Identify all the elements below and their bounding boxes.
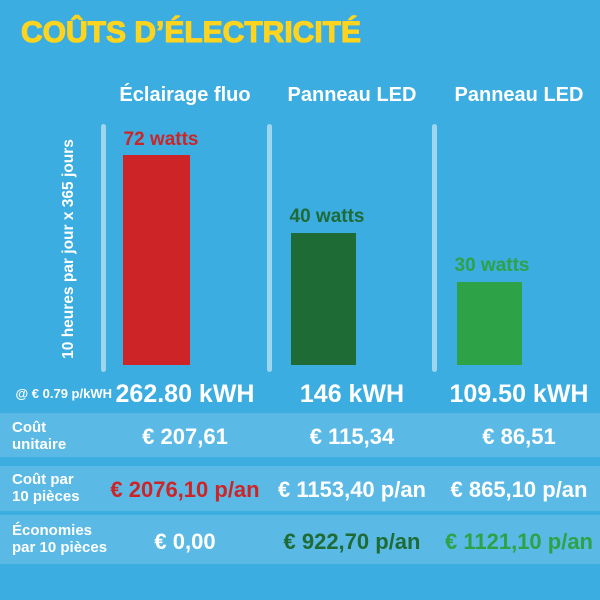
cost-per-10-led-40: € 1153,40 p/an [278,477,426,502]
column-divider-line [101,124,106,372]
y-axis-label: 10 heures par jour x 365 jours [60,139,77,359]
column-header-fluo: Éclairage fluo [119,84,251,106]
savings-per-10-fluo: € 0,00 [154,529,216,554]
row-band-cost-per-10 [0,466,600,511]
column-divider-line [267,124,272,372]
row-band-unit-cost [0,413,600,457]
unit-cost-led-40: € 115,34 [309,424,395,449]
bar-value-label-led-40: 40 watts [289,206,365,227]
row-label-unit-cost: Coût unitaire [12,419,66,453]
cost-per-10-led-30: € 865,10 p/an [450,477,588,502]
cost-per-10-fluo: € 2076,10 p/an [110,477,260,502]
savings-per-10-led-40: € 922,70 p/an [283,529,421,554]
savings-per-10-led-30: € 1121,10 p/an [445,529,593,554]
column-divider-line [432,124,437,372]
column-header-led-30: Panneau LED [454,84,584,106]
row-label-line: 10 pièces [12,488,80,505]
unit-cost-fluo: € 207,61 [142,424,228,449]
kwh-value-led-30: 109.50 kWH [449,380,589,408]
column-header-led-40: Panneau LED [287,84,417,106]
rate-note: @ € 0.79 p/kWH [15,386,112,401]
row-label-cost-per-10: Coût par 10 pièces [12,471,80,505]
row-band-savings-per-10 [0,515,600,564]
unit-cost-led-30: € 86,51 [482,424,556,449]
bar-value-label-fluo: 72 watts [123,129,199,150]
kwh-value-fluo: 262.80 kWH [115,380,255,408]
row-label-line: Économies [12,522,93,539]
bar-led-30w [457,282,522,365]
bar-value-label-led-30: 30 watts [454,255,530,276]
row-label-line: Coût par [12,471,74,488]
row-label-savings-per-10: Économies par 10 pièces [12,522,107,556]
row-label-line: par 10 pièces [12,539,108,556]
row-label-line: Coût [12,419,47,436]
row-label-line: unitaire [12,436,67,453]
bar-fluo-72w [123,155,190,365]
page-title: COÛTS D’ÉLECTRICITÉ [20,15,362,49]
kwh-value-led-40: 146 kWH [299,380,405,408]
bar-led-40w [291,233,356,365]
